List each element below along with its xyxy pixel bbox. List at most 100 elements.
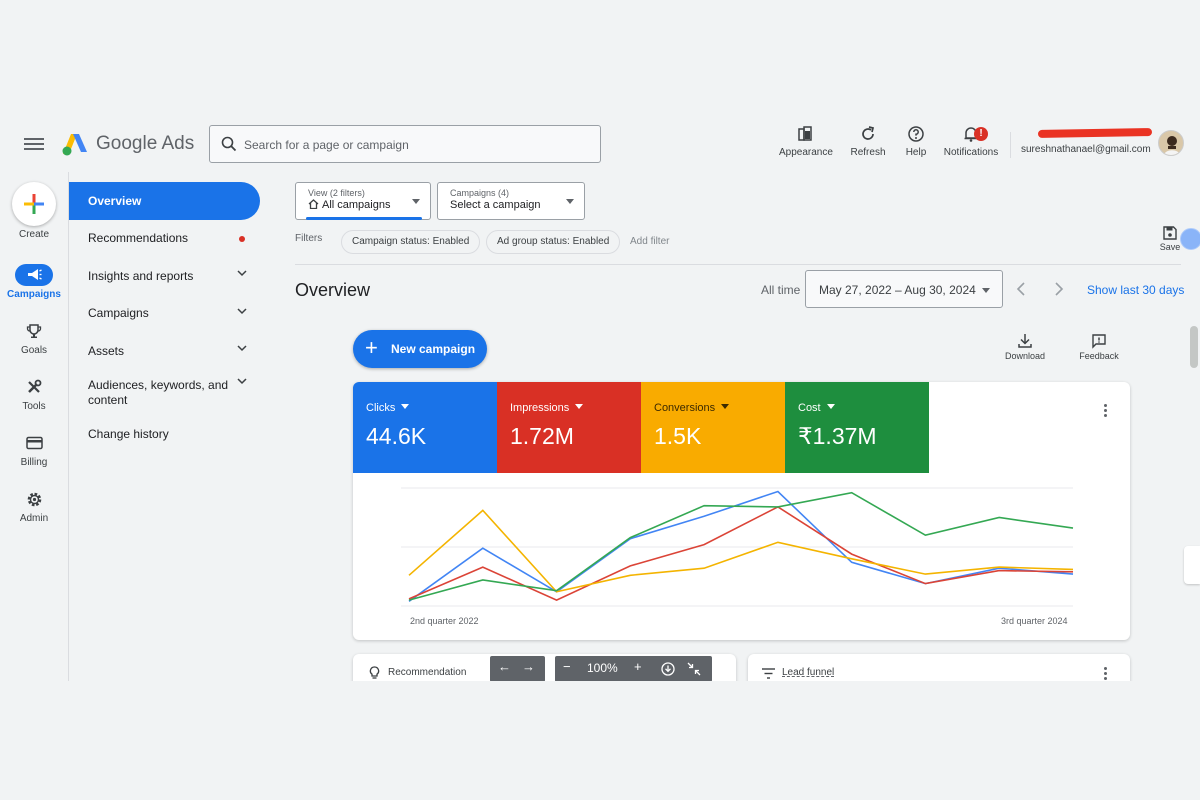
recommendation-title: Recommendation xyxy=(388,667,467,678)
arrow-right-icon[interactable]: → xyxy=(522,659,535,674)
nav-item-recommendations[interactable]: Recommendations xyxy=(69,220,269,258)
nav-item-change-history[interactable]: Change history xyxy=(69,416,269,454)
chart-series-line-1 xyxy=(408,505,1074,601)
rail-item-tools[interactable]: Tools xyxy=(0,376,68,412)
date-range-picker[interactable]: May 27, 2022 – Aug 30, 2024 xyxy=(805,270,1003,308)
nav-item-overview[interactable]: Overview xyxy=(69,182,260,220)
feedback-button[interactable]: Feedback xyxy=(1076,333,1122,361)
nav-label: Audiences, keywords, and content xyxy=(88,377,229,407)
download-circle-icon[interactable] xyxy=(661,662,675,676)
side-nav: Overview Recommendations Insights and re… xyxy=(69,182,269,453)
filter-lines-icon xyxy=(762,668,775,679)
account-email: sureshnathanael@gmail.com xyxy=(1021,144,1151,155)
zoom-out-icon[interactable]: − xyxy=(563,659,571,674)
more-options-icon[interactable] xyxy=(1102,404,1108,419)
metric-tile-conversions[interactable]: Conversions 1.5K xyxy=(641,382,785,473)
main-menu-icon[interactable] xyxy=(24,135,44,155)
help-label: Help xyxy=(905,147,927,158)
refresh-button[interactable]: Refresh xyxy=(849,124,887,158)
chart-x-end-label: 3rd quarter 2024 xyxy=(1001,616,1068,626)
notifications-button[interactable]: ! Notifications xyxy=(942,124,1000,158)
caret-down-icon xyxy=(566,199,574,204)
chevron-right-icon[interactable] xyxy=(1050,280,1066,298)
metric-value: ₹1.37M xyxy=(798,423,877,449)
view-filter-dropdown[interactable]: View (2 filters) All campaigns xyxy=(295,182,431,220)
nav-item-assets[interactable]: Assets xyxy=(69,332,269,370)
metric-tile-impressions[interactable]: Impressions 1.72M xyxy=(497,382,641,473)
rail-item-goals[interactable]: Goals xyxy=(0,320,68,356)
create-button[interactable] xyxy=(12,182,56,226)
campaign-filter-caption: Campaigns (4) xyxy=(450,188,510,198)
appearance-button[interactable]: Appearance xyxy=(779,124,833,158)
chart-series-line-0 xyxy=(408,490,1074,602)
scrollbar-thumb[interactable] xyxy=(1190,326,1198,368)
lead-funnel-card: Lead funnel xyxy=(748,654,1130,681)
campaign-filter-dropdown[interactable]: Campaigns (4) Select a campaign xyxy=(437,182,585,220)
rail-item-campaigns[interactable]: Campaigns xyxy=(0,264,68,300)
more-options-icon[interactable] xyxy=(1102,667,1108,681)
zoom-in-icon[interactable]: + xyxy=(634,659,642,674)
filter-chip-campaign-status[interactable]: Campaign status: Enabled xyxy=(341,230,481,254)
metric-tile-clicks[interactable]: Clicks 44.6K xyxy=(353,382,497,473)
plus-icon xyxy=(24,194,44,214)
chevron-down-icon xyxy=(237,377,247,384)
save-label: Save xyxy=(1159,242,1181,252)
gear-icon xyxy=(27,492,41,506)
download-button[interactable]: Download xyxy=(1002,333,1048,361)
refresh-label: Refresh xyxy=(850,147,886,158)
filters-label: Filters xyxy=(295,233,323,244)
metric-name: Cost xyxy=(798,402,929,414)
new-campaign-button[interactable]: + New campaign xyxy=(353,330,487,368)
save-button[interactable]: Save xyxy=(1156,226,1184,252)
chevron-down-icon xyxy=(237,345,247,352)
help-button[interactable]: Help xyxy=(903,124,929,158)
credit-card-icon xyxy=(25,436,43,450)
active-underline xyxy=(306,217,422,220)
caret-down-icon xyxy=(982,288,990,293)
chevron-down-icon xyxy=(237,270,247,277)
nav-item-audiences[interactable]: Audiences, keywords, and content xyxy=(69,370,269,416)
rail-label-billing: Billing xyxy=(20,457,48,468)
rail-label-campaigns: Campaigns xyxy=(7,289,61,300)
chevron-left-icon[interactable] xyxy=(1014,280,1030,298)
home-icon xyxy=(308,199,319,210)
divider xyxy=(295,264,1181,265)
assistant-bubble-icon[interactable] xyxy=(1180,228,1200,250)
nav-item-campaigns[interactable]: Campaigns xyxy=(69,295,269,333)
megaphone-icon xyxy=(28,269,42,280)
nav-item-insights[interactable]: Insights and reports xyxy=(69,257,269,295)
arrow-left-icon[interactable]: ← xyxy=(498,659,511,674)
nav-label: Recommendations xyxy=(88,231,189,246)
tools-icon xyxy=(28,379,42,393)
redacted-name xyxy=(1037,128,1153,138)
notification-badge: ! xyxy=(974,127,988,141)
side-panel-tab[interactable] xyxy=(1184,546,1200,584)
show-last-30-days-link[interactable]: Show last 30 days xyxy=(1087,283,1185,297)
rail-item-billing[interactable]: Billing xyxy=(0,432,68,468)
rail-item-admin[interactable]: Admin xyxy=(0,488,68,524)
nav-label: Assets xyxy=(88,343,125,358)
lead-funnel-title[interactable]: Lead funnel xyxy=(782,667,835,678)
add-filter-button[interactable]: Add filter xyxy=(630,236,670,247)
nav-label: Insights and reports xyxy=(88,268,194,283)
collapse-icon[interactable] xyxy=(687,662,701,676)
filter-chip-ad-group-status[interactable]: Ad group status: Enabled xyxy=(486,230,621,254)
performance-line-chart xyxy=(401,487,1074,607)
page-title: Overview xyxy=(295,280,371,300)
date-range-value: May 27, 2022 – Aug 30, 2024 xyxy=(819,283,976,297)
help-icon xyxy=(908,126,924,142)
rail-label-tools: Tools xyxy=(22,401,46,412)
plus-icon: + xyxy=(365,335,378,360)
metric-name: Clicks xyxy=(366,402,497,414)
avatar[interactable] xyxy=(1158,130,1184,156)
brand-name: Google Ads xyxy=(96,133,195,154)
left-rail: Create Campaigns Goals Tools Billing Adm… xyxy=(0,172,68,681)
metric-tile-cost[interactable]: Cost ₹1.37M xyxy=(785,382,929,473)
lightbulb-icon xyxy=(369,666,380,679)
top-bar: Google Ads Appearance Refresh Help ! Not… xyxy=(0,118,1200,172)
zoom-toolbar: − 100% + xyxy=(555,656,712,681)
search-input[interactable] xyxy=(244,135,584,155)
caret-down-icon xyxy=(412,199,420,204)
google-ads-app: Google Ads Appearance Refresh Help ! Not… xyxy=(0,118,1200,681)
search-box[interactable] xyxy=(209,125,601,163)
